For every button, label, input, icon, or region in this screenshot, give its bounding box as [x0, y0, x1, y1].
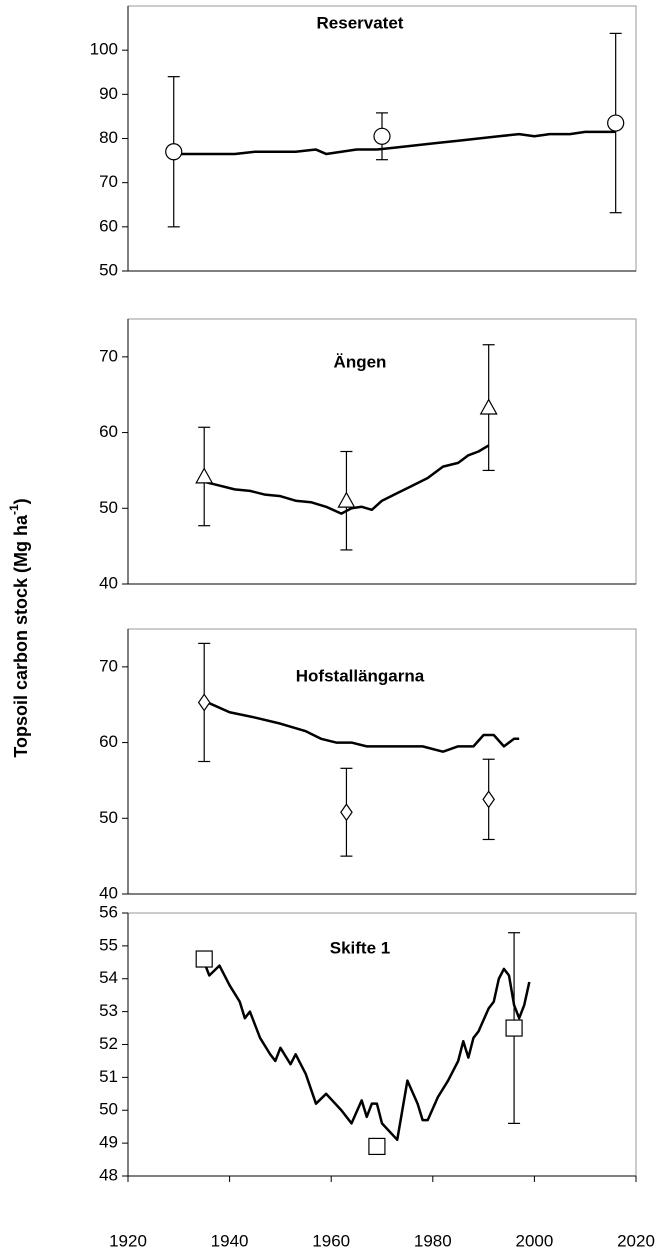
y-tick-label: 60: [99, 732, 118, 751]
data-line: [173, 130, 616, 156]
y-tick-label: 80: [99, 128, 118, 147]
y-tick-label: 54: [99, 968, 118, 987]
y-tick-label: 53: [99, 1001, 118, 1020]
y-tick-label: 50: [99, 808, 118, 827]
data-line: [203, 961, 531, 1142]
panel-title: Ängen: [334, 352, 387, 371]
x-tick-label: 1940: [211, 1231, 249, 1250]
y-label-text: Topsoil carbon stock (Mg ha: [11, 514, 31, 758]
y-label-sup: -1: [7, 504, 21, 515]
marker: [195, 467, 214, 484]
x-tick-label: 1960: [312, 1231, 350, 1250]
y-tick-label: 52: [99, 1034, 118, 1053]
marker: [340, 803, 353, 822]
y-tick-label: 60: [99, 422, 118, 441]
y-tick-label: 48: [99, 1165, 118, 1184]
marker: [195, 950, 213, 968]
data-line: [203, 444, 490, 515]
marker: [479, 398, 498, 415]
marker: [368, 1137, 386, 1156]
y-tick-label: 70: [99, 656, 118, 675]
y-tick-label: 40: [99, 573, 118, 592]
marker: [197, 693, 211, 712]
y-tick-label: 50: [99, 1100, 118, 1119]
y-tick-label: 51: [99, 1067, 118, 1086]
x-tick-label: 2020: [617, 1231, 655, 1250]
marker: [505, 1019, 523, 1037]
y-tick-label: 50: [99, 498, 118, 517]
panel-title: Hofstallängarna: [296, 666, 425, 685]
marker: [165, 143, 183, 161]
y-label-end: ): [11, 498, 31, 504]
marker: [373, 127, 391, 145]
x-tick-label: 2000: [515, 1231, 553, 1250]
y-tick-label: 90: [99, 84, 118, 103]
x-tick-label: 1920: [109, 1231, 147, 1250]
y-tick-label: 100: [90, 40, 118, 59]
y-tick-label: 50: [99, 260, 118, 279]
y-tick-label: 49: [99, 1133, 118, 1152]
y-tick-label: 70: [99, 172, 118, 191]
marker: [482, 790, 496, 809]
panel-title: Skifte 1: [330, 938, 390, 957]
data-line: [203, 699, 520, 753]
y-tick-label: 60: [99, 216, 118, 235]
panel-title: Reservatet: [317, 13, 404, 32]
x-tick-label: 1980: [414, 1231, 452, 1250]
y-tick-label: 56: [99, 902, 118, 921]
y-axis-label: Topsoil carbon stock (Mg ha-1): [7, 498, 31, 757]
marker: [337, 491, 356, 508]
y-tick-label: 70: [99, 346, 118, 365]
y-tick-label: 55: [99, 935, 118, 954]
y-tick-label: 40: [99, 883, 118, 902]
marker: [607, 114, 625, 132]
